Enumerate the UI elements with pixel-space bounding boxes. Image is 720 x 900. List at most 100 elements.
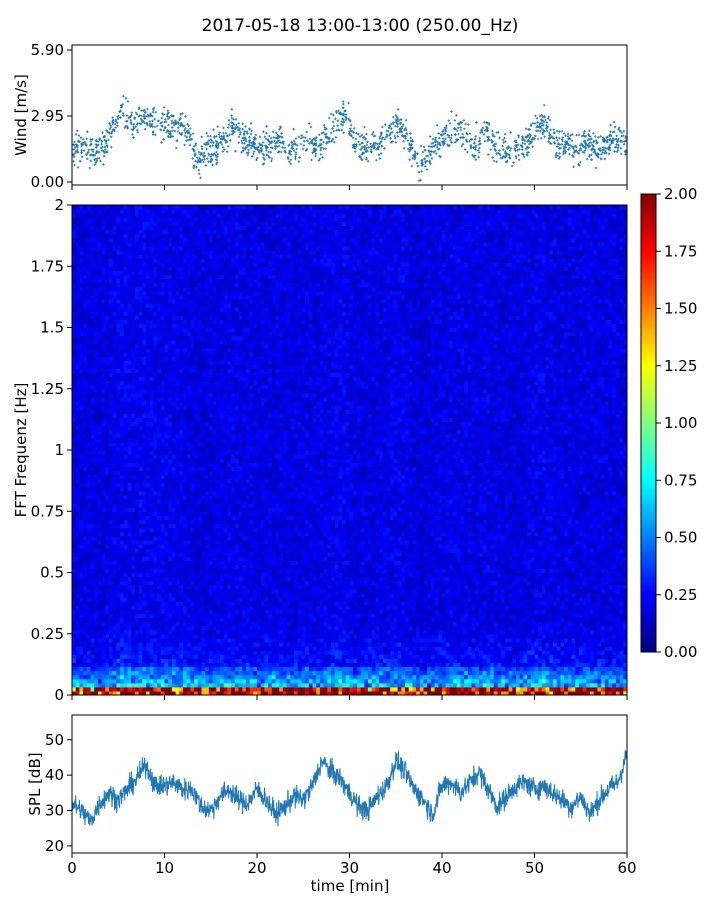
spectrogram-cell xyxy=(301,605,306,610)
spectrogram-cell xyxy=(497,654,502,659)
spectrogram-cell xyxy=(227,662,232,668)
spectrogram-cell xyxy=(197,654,203,659)
wind-point xyxy=(218,135,221,138)
spectrogram-cell xyxy=(549,670,554,676)
spectrogram-cell xyxy=(305,641,310,647)
spectrogram-cell xyxy=(94,637,99,643)
spectrogram-cell xyxy=(412,666,417,672)
spectrogram-cell xyxy=(223,605,228,610)
spectrogram-cell xyxy=(445,670,450,676)
spectrogram-cell xyxy=(160,629,166,635)
spectrogram-cell xyxy=(578,617,584,623)
spectrogram-cell xyxy=(123,690,129,695)
spectrogram-cell xyxy=(338,666,343,672)
spectrogram-cell xyxy=(227,682,232,688)
wind-point xyxy=(267,150,270,154)
spectrogram-cell xyxy=(257,674,262,680)
spectrogram-cell xyxy=(301,654,306,659)
spectrogram-cell xyxy=(508,666,513,672)
spectrogram-cell xyxy=(312,690,317,695)
spectrogram-cell xyxy=(393,617,399,623)
wind-point xyxy=(243,130,247,133)
spectrogram-cell xyxy=(501,690,506,695)
spectrogram-cell xyxy=(257,629,262,635)
spectrogram-cell xyxy=(530,674,536,680)
spectrogram-cell xyxy=(571,641,576,647)
spectrogram-cell xyxy=(83,650,88,655)
spectrogram-cell xyxy=(83,641,88,647)
spectrogram-cell xyxy=(549,658,554,663)
spectrogram-cell xyxy=(160,617,166,623)
spectrogram-cell xyxy=(412,662,417,668)
spectrogram-cell xyxy=(342,682,347,688)
spectrogram-cell xyxy=(364,654,369,659)
spectrogram-cell xyxy=(97,633,103,639)
spectrogram-cell xyxy=(164,674,169,680)
spectrogram-cell xyxy=(168,682,173,688)
wind-point xyxy=(377,145,380,149)
spectrogram-cell xyxy=(79,658,84,663)
spectrogram-cell xyxy=(386,662,391,668)
spectrogram-cell xyxy=(201,633,206,639)
wind-point xyxy=(571,133,574,136)
spectrogram-cell xyxy=(264,637,269,643)
spectrogram-cell xyxy=(220,625,225,631)
spectrogram-cell xyxy=(412,658,417,663)
wind-point xyxy=(289,153,292,156)
spectrogram-cell xyxy=(527,690,532,695)
wind-point xyxy=(461,132,464,136)
spectrogram-cell xyxy=(171,674,177,680)
wind-point xyxy=(186,122,189,126)
spectrogram-cell xyxy=(194,629,199,635)
wind-point xyxy=(363,145,366,148)
spectrogram-cell xyxy=(519,633,524,639)
spectrogram-cell xyxy=(497,621,502,627)
spectrogram-cell xyxy=(604,629,610,635)
spectrogram-cell xyxy=(449,686,454,692)
spectrogram-cell xyxy=(397,646,402,651)
spectrogram-cell xyxy=(368,674,373,680)
spectrogram-cell xyxy=(168,629,173,635)
spectrogram-cell xyxy=(245,625,251,631)
spectrogram-cell xyxy=(327,609,332,614)
spectrogram-cell xyxy=(286,666,291,672)
spectrogram-cell xyxy=(212,654,217,659)
spectrogram-cell xyxy=(305,637,310,643)
spectrogram-cell xyxy=(527,686,532,692)
spectrogram-cell xyxy=(197,658,203,663)
spectrogram-cell xyxy=(264,609,269,614)
spectrogram-cell xyxy=(312,662,317,668)
spectrogram-cell xyxy=(364,682,369,688)
spectrogram-cell xyxy=(345,621,351,627)
spectrogram-cell xyxy=(397,682,402,688)
spectrogram-cell xyxy=(146,686,151,692)
spectrogram-cell xyxy=(319,654,325,659)
wind-point xyxy=(143,121,146,125)
wind-point xyxy=(324,136,328,139)
spectrogram-cell xyxy=(501,641,506,647)
spectrogram-cell xyxy=(186,670,191,676)
spectrogram-cell xyxy=(582,682,587,688)
wind-point xyxy=(197,150,201,154)
spectrogram-cell xyxy=(508,617,513,623)
spectrogram-cell xyxy=(449,641,454,647)
wind-point xyxy=(546,117,550,120)
spectrogram-cell xyxy=(90,633,95,639)
wind-point xyxy=(253,138,256,141)
spectrogram-cell xyxy=(282,621,288,627)
wind-point xyxy=(564,134,567,137)
spectrogram-cell xyxy=(305,633,310,639)
spectrogram-cell xyxy=(619,662,624,668)
spectrogram-cell xyxy=(105,690,110,695)
wind-point xyxy=(272,136,276,139)
wind-point xyxy=(198,157,201,160)
spectrogram-cell xyxy=(171,641,177,647)
spectrogram-cell xyxy=(75,674,80,680)
wind-point xyxy=(93,163,97,166)
wind-point xyxy=(176,126,180,129)
wind-point xyxy=(203,154,207,158)
spectrogram-cell xyxy=(556,662,561,668)
wind-point xyxy=(383,147,386,150)
spectrogram-cell xyxy=(375,641,380,647)
wind-point xyxy=(495,131,499,134)
